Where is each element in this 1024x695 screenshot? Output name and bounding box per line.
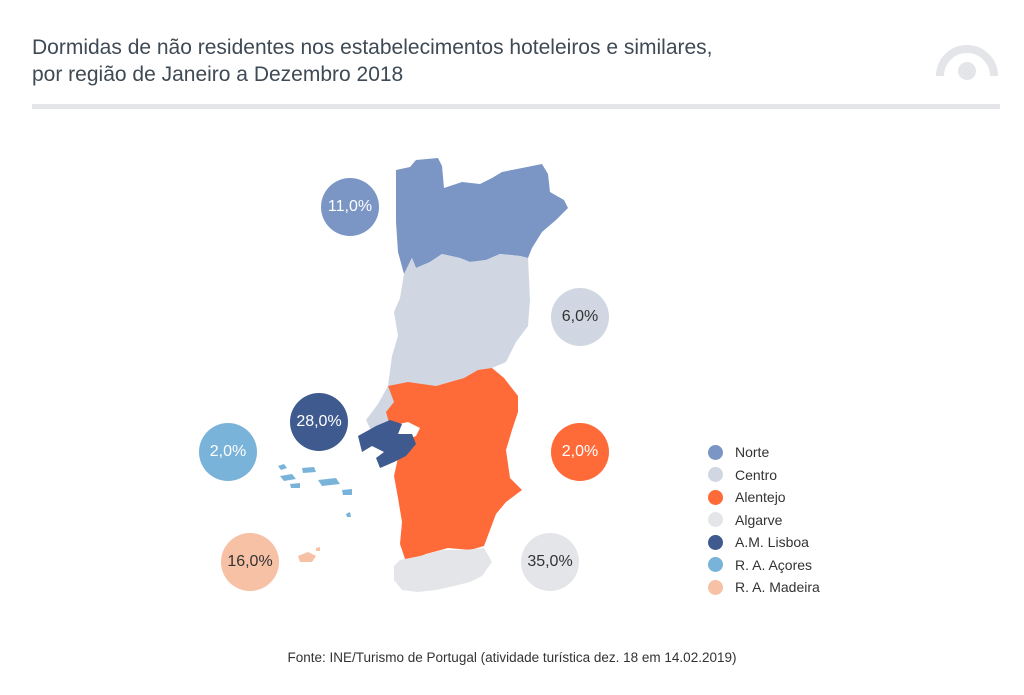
value-bubble-lisboa: 28,0% [290, 393, 348, 451]
portugal-map [278, 158, 568, 592]
value-bubble-centro: 6,0% [551, 288, 609, 346]
value-acores: 2,0% [209, 443, 247, 460]
legend-item-centro: Centro [708, 464, 820, 487]
legend-label-norte: Norte [735, 444, 770, 461]
title-line-1: Dormidas de não residentes nos estabelec… [32, 36, 713, 59]
legend-label-madeira: R. A. Madeira [735, 579, 820, 596]
legend-dot-lisboa [708, 534, 723, 550]
region-alentejo [386, 368, 522, 562]
legend-item-lisboa: A.M. Lisboa [708, 531, 820, 554]
logo-icon [936, 45, 998, 80]
legend-item-alentejo: Alentejo [708, 486, 820, 509]
value-bubble-alentejo: 2,0% [551, 423, 609, 481]
chart-title: Dormidas de não residentes nos estabelec… [32, 34, 713, 88]
legend-item-algarve: Algarve [708, 509, 820, 532]
value-norte: 11,0% [327, 198, 373, 215]
title-divider [32, 104, 1000, 109]
region-algarve [394, 548, 492, 592]
value-alentejo: 2,0% [561, 443, 599, 460]
region-norte [396, 158, 568, 274]
legend-item-madeira: R. A. Madeira [708, 576, 820, 599]
region-acores [278, 464, 352, 517]
legend-dot-norte [708, 444, 723, 460]
legend: Norte Centro Alentejo Algarve A.M. Lisbo… [708, 441, 820, 599]
value-bubble-algarve: 35,0% [521, 533, 579, 591]
value-madeira: 16,0% [227, 553, 273, 570]
value-centro: 6,0% [561, 308, 599, 325]
region-lisboa [358, 420, 416, 468]
value-lisboa: 28,0% [296, 413, 342, 430]
legend-dot-acores [708, 557, 723, 573]
legend-label-lisboa: A.M. Lisboa [735, 534, 809, 551]
legend-label-centro: Centro [735, 466, 778, 483]
value-bubble-madeira: 16,0% [221, 533, 279, 591]
legend-label-alentejo: Alentejo [735, 489, 786, 506]
legend-dot-centro [708, 467, 723, 483]
legend-dot-madeira [708, 579, 723, 595]
value-bubble-acores: 2,0% [199, 423, 257, 481]
region-madeira [298, 547, 320, 562]
value-algarve: 35,0% [527, 553, 573, 570]
legend-dot-algarve [708, 512, 723, 528]
legend-dot-alentejo [708, 489, 723, 505]
source-note: Fonte: INE/Turismo de Portugal (atividad… [287, 650, 737, 665]
legend-label-acores: R. A. Açores [735, 556, 813, 573]
legend-item-acores: R. A. Açores [708, 554, 820, 577]
value-bubble-norte: 11,0% [321, 178, 379, 236]
title-line-2: por região de Janeiro a Dezembro 2018 [32, 63, 404, 86]
legend-label-algarve: Algarve [735, 511, 783, 528]
legend-item-norte: Norte [708, 441, 820, 464]
